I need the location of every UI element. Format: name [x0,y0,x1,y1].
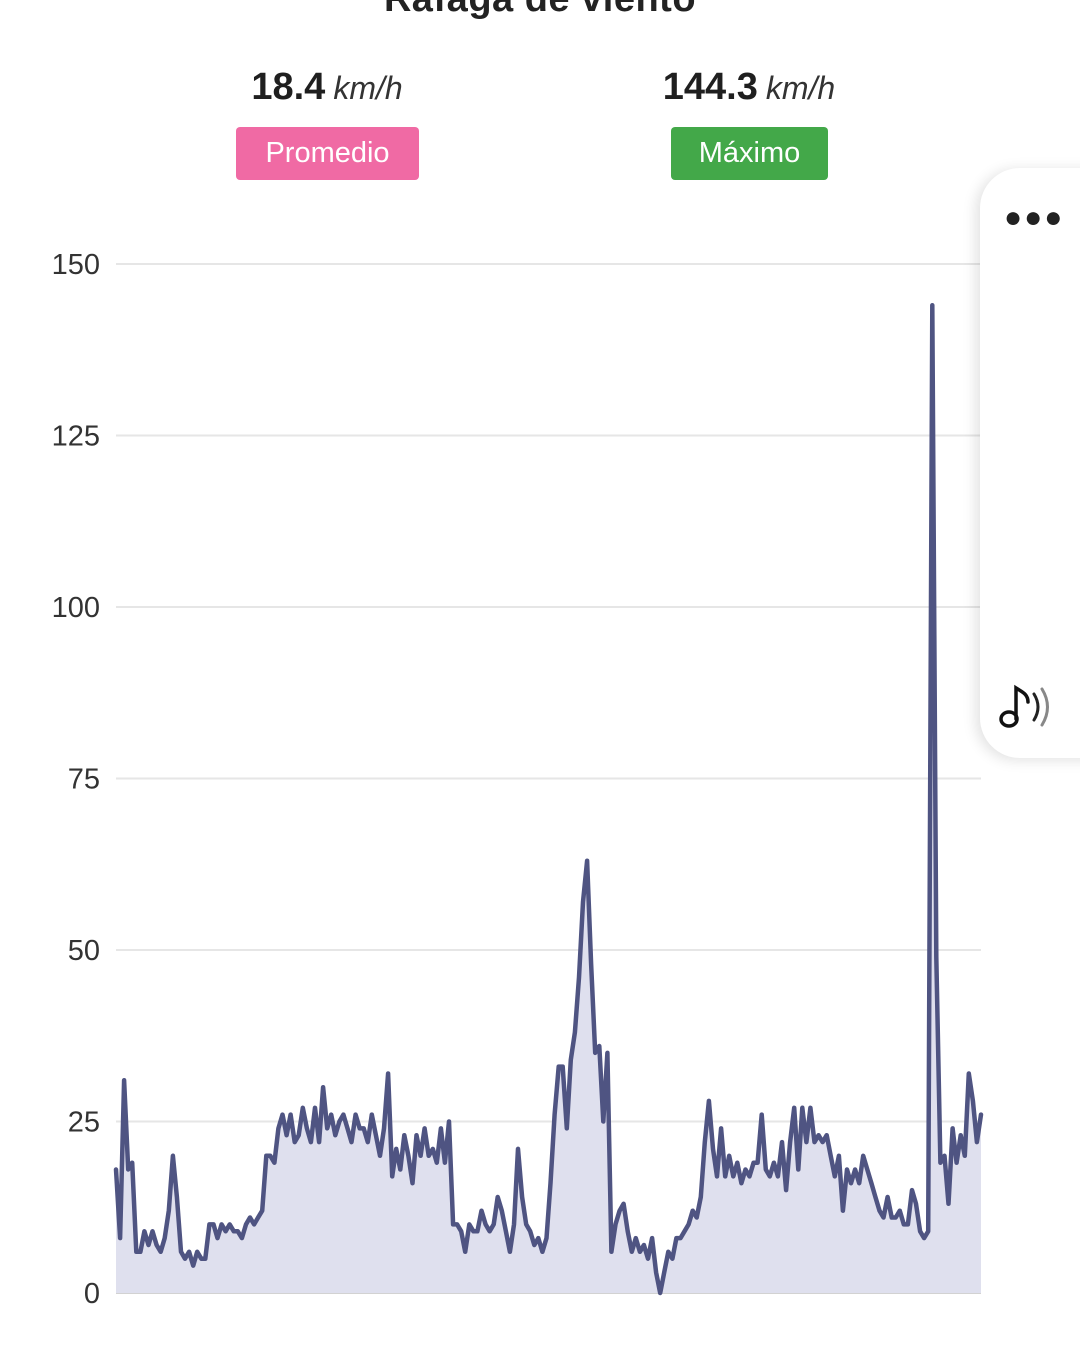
audio-music-icon[interactable] [998,680,1062,736]
y-tick-label-50: 50 [68,935,100,967]
maximum-value: 144.3 [662,66,758,108]
chart-title: Ráfaga de viento [0,0,1080,21]
y-tick-label-150: 150 [52,249,100,281]
y-tick-label-25: 25 [68,1107,100,1139]
y-tick-label-0: 0 [84,1278,100,1310]
average-unit: km/h [333,70,403,106]
y-tick-label-125: 125 [52,421,100,453]
series-area [116,305,981,1293]
y-tick-label-75: 75 [68,764,100,796]
more-options-icon[interactable]: ●●● [1004,201,1065,234]
maximum-unit: km/h [765,70,836,106]
y-tick-label-100: 100 [52,592,100,624]
series-line [113,302,984,1296]
side-panel: ●●● [980,168,1080,758]
average-stat: 18.4 km/h [177,66,477,109]
average-badge: Promedio [236,127,419,180]
maximum-stat: 144.3 km/h [599,66,899,109]
maximum-badge: Máximo [671,127,828,180]
average-value: 18.4 [251,66,326,108]
